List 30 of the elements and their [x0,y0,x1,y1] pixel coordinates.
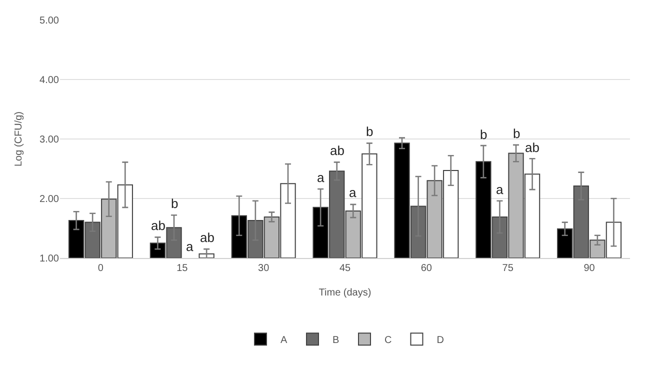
data-label: a [496,182,504,197]
x-tick-label: 75 [502,263,514,274]
y-tick-label: 1.00 [40,254,60,264]
data-label: ab [525,140,540,155]
legend-label: D [436,335,444,346]
y-axis-title: Log (CFU/g) [14,111,25,167]
y-tick-label: 5.00 [40,16,60,26]
legend-label: A [280,335,288,346]
data-label: ab [151,218,166,233]
x-tick-label: 15 [176,263,188,274]
data-label: b [171,196,178,211]
data-label: ab [200,230,214,245]
data-label: ab [330,143,344,158]
data-label: a [349,185,357,200]
x-tick-label: 30 [258,263,270,274]
data-label: b [366,124,374,139]
x-tick-label: 90 [584,263,596,274]
y-tick-label: 4.00 [40,75,60,86]
x-tick-label: 45 [339,263,351,274]
x-axis-title: Time (days) [318,288,372,298]
y-tick-label: 3.00 [40,134,60,146]
x-tick-label: 0 [98,263,104,274]
text: a [186,239,194,254]
y-tick-label: 2.00 [40,194,60,205]
legend-label: C [384,335,392,346]
data-label: b [513,126,520,141]
data-label: a [317,170,325,185]
legend-label: B [332,335,340,346]
data-label: b [480,127,488,142]
x-tick-label: 60 [420,263,432,274]
